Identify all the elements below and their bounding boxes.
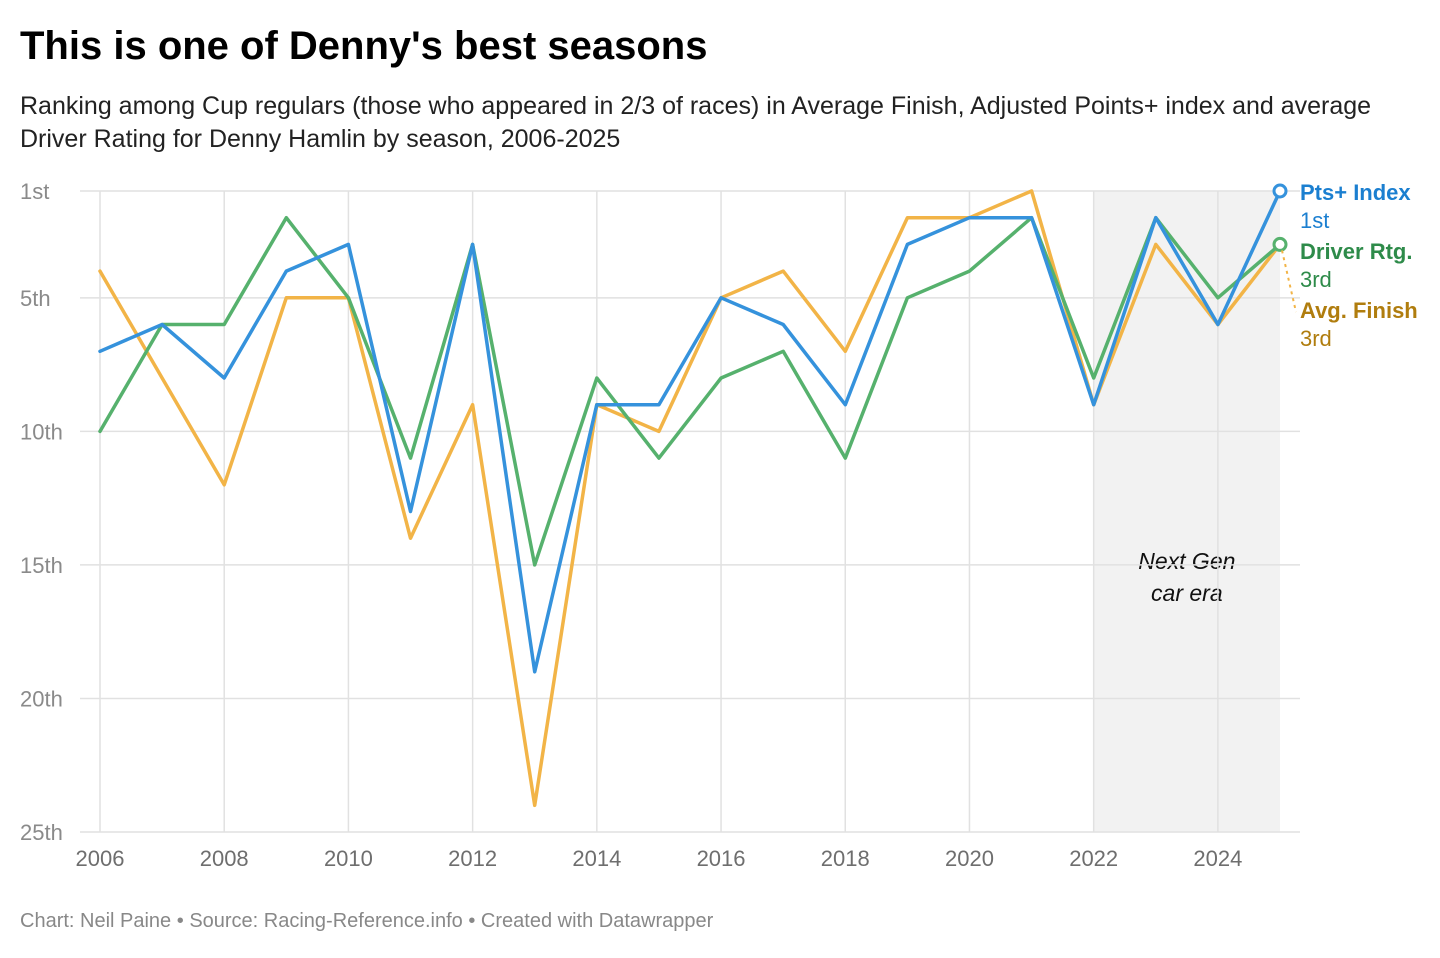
x-tick-label: 2008 [200, 846, 249, 871]
footer-separator: • [462, 910, 481, 932]
grid-layer: 1st 5th 10th 15th 20th 25th 2006 2008 2010 2012 20… [20, 179, 1300, 871]
footer-source[interactable]: Source: Racing-Reference.info [189, 910, 463, 932]
pts-index-value: 1st [1300, 208, 1329, 233]
driver-rtg-label: Driver Rtg. [1300, 239, 1412, 264]
series-layer [98, 183, 1297, 808]
y-tick-label: 20th [20, 686, 63, 711]
pts-index-line [98, 189, 1282, 674]
footer-author: Chart: Neil Paine [20, 910, 172, 932]
driver-rtg-line [98, 215, 1282, 567]
avg-finish-leader [1281, 250, 1297, 313]
footer-separator: • [171, 910, 190, 932]
y-tick-label: 5th [20, 286, 51, 311]
x-tick-label: 2024 [1193, 846, 1242, 871]
x-tick-label: 2012 [448, 846, 497, 871]
pts-index-end-marker[interactable] [1272, 183, 1288, 199]
x-tick-label: 2010 [324, 846, 373, 871]
x-tick-label: 2018 [821, 846, 870, 871]
x-tick-label: 2006 [76, 846, 125, 871]
era-label-line2: car era [1151, 580, 1223, 606]
pts-index-label: Pts+ Index [1300, 180, 1411, 205]
y-tick-label: 25th [20, 820, 63, 845]
footer-created-with[interactable]: Created with Datawrapper [480, 910, 714, 932]
chart-subtitle: Ranking among Cup regulars (those who ap… [20, 92, 1372, 153]
avg-finish-label: Avg. Finish [1300, 298, 1418, 323]
label-layer: Pts+ Index 1st Driver Rtg. 3rd Avg. Finish 3r… [1300, 180, 1418, 351]
x-tick-label: 2022 [1069, 846, 1118, 871]
driver-rtg-end-marker[interactable] [1272, 236, 1288, 252]
avg-finish-value: 3rd [1300, 326, 1332, 351]
y-tick-label: 10th [20, 419, 63, 444]
era-label-line1: Next Gen [1138, 548, 1235, 574]
x-tick-label: 2014 [572, 846, 621, 871]
x-tick-label: 2020 [945, 846, 994, 871]
chart-title: This is one of Denny's best seasons [20, 24, 708, 68]
chart-footer: Chart: Neil Paine • Source: Racing-Refer… [20, 910, 713, 933]
y-tick-label: 1st [20, 179, 49, 204]
driver-rtg-value: 3rd [1300, 267, 1332, 292]
y-tick-label: 15th [20, 553, 63, 578]
x-tick-label: 2016 [697, 846, 746, 871]
